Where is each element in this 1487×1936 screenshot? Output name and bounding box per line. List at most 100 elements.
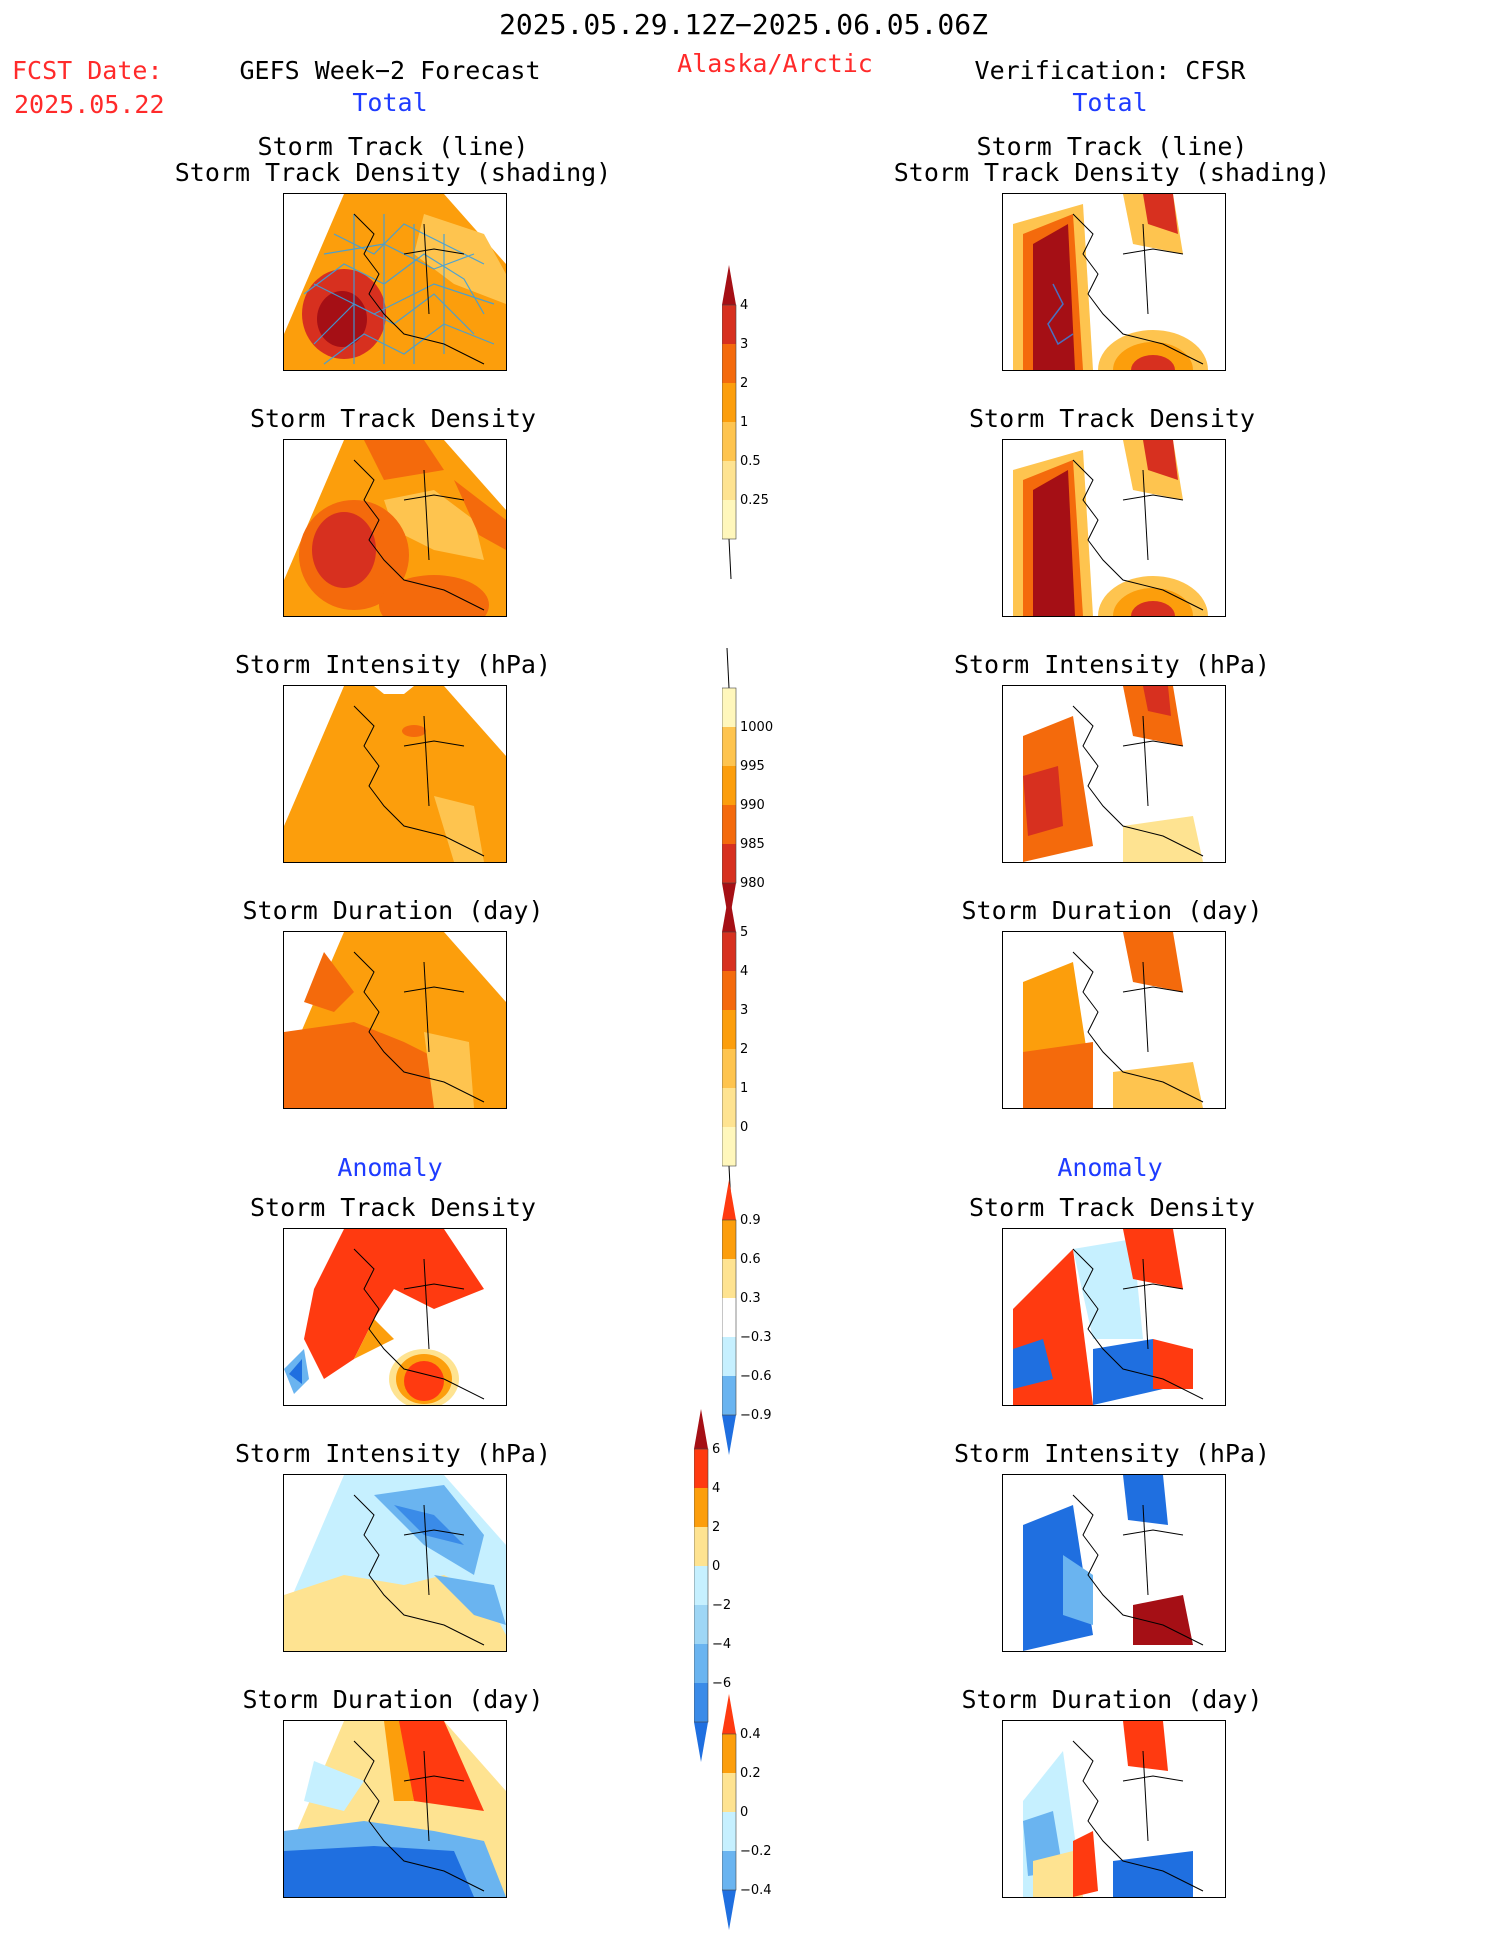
map-density-forecast [283,439,507,617]
colorbar-segment [722,971,736,1010]
colorbar-intensity-anomaly: 6 4 2 0 −2 −4 −6 [693,1409,764,1768]
colorbar-segment [722,1088,736,1127]
intensity_anom-svg: 6 4 2 0 −2 −4 −6 [693,1409,731,1762]
colorbar-bottom-arrow [694,1722,708,1762]
colorbar-tick-label: 0 [712,1559,720,1574]
density_anom-svg: 0.9 0.6 0.3 −0.3 −0.6 −0.9 [721,1180,772,1455]
colorbar-tick-label: 3 [740,337,748,352]
colorbar-tick-label: 2 [740,1042,748,1057]
colorbar-tick-label: −0.6 [740,1369,772,1384]
colorbar-tick-label: 0.6 [740,1252,761,1267]
map-anom-intensity-forecast [283,1474,507,1652]
colorbar-tick-label: 3 [740,1003,748,1018]
title-track-left-2: Storm Track Density (shading) [174,158,612,187]
colorbar-segment [694,1527,708,1566]
colorbar-segment [722,1049,736,1088]
map-intensity-verification [1002,685,1226,863]
colorbar-tick-label: −2 [712,1598,731,1613]
colorbar-segment [722,688,736,727]
colorbar-segment [722,766,736,805]
colorbar-tick-label: −6 [712,1676,731,1691]
colorbar-segment [694,1683,708,1722]
colorbar-tick-label: 990 [740,798,765,813]
colorbar-segment [722,383,736,422]
colorbar-segment [722,1220,736,1259]
map-track-forecast [283,193,507,371]
colorbar-segment [694,1605,708,1644]
colorbar-segment [694,1488,708,1527]
colorbar-duration-anomaly: 0.4 0.2 0 −0.2 −0.4 [721,1694,792,1936]
total-label-right: Total [1072,88,1148,117]
colorbar-segment [694,1566,708,1605]
colorbar-segment [694,1644,708,1683]
map-anom-duration-verification [1002,1720,1226,1898]
title-density-right: Storm Track Density [969,404,1255,433]
map-intensity-forecast [283,685,507,863]
colorbar-tick-label: −0.9 [740,1408,772,1423]
fcst-date-label: FCST Date: [12,56,163,85]
colorbar-segment [722,932,736,971]
colorbar-segment [722,500,736,539]
colorbar-tick-label: 2 [712,1520,720,1535]
region-title: Alaska/Arctic [677,49,873,78]
colorbar-segment [722,727,736,766]
title-anom-duration-right: Storm Duration (day) [961,1685,1263,1714]
colorbar-segment [722,1259,736,1298]
colorbar-tick-label: 980 [740,876,765,891]
colorbar-tick-label: 0.3 [740,1291,761,1306]
title-track-right-1: Storm Track (line) [976,132,1248,161]
colorbar-duration-total: 5 4 3 2 1 0 [721,892,792,1212]
colorbar-tick-label: 5 [740,925,748,940]
colorbar-top-tail [726,647,730,689]
colorbar-tick-label: 2 [740,376,748,391]
anomaly-label-left: Anomaly [337,1153,443,1182]
colorbar-intensity-total: 1000 995 990 985 980 [721,647,792,929]
colorbar-top-arrow [694,1409,708,1449]
duration_total-svg: 5 4 3 2 1 0 [721,892,748,1207]
colorbar-tick-label: 0.9 [740,1213,761,1228]
colorbar-segment [722,1010,736,1049]
colorbar-tick-label: 4 [740,298,748,313]
colorbar-segment [722,805,736,844]
title-anom-density-left: Storm Track Density [250,1193,536,1222]
colorbar-tick-label: 6 [712,1442,720,1457]
title-anom-duration-left: Storm Duration (day) [242,1685,544,1714]
colorbar-segment [722,1376,736,1415]
map-anom-density-verification [1002,1228,1226,1406]
colorbar-tick-label: 4 [740,964,748,979]
map-anom-duration-forecast [283,1720,507,1898]
colorbar-bottom-arrow [722,1415,736,1455]
colorbar-tick-label: −4 [712,1637,731,1652]
colorbar-tick-label: 0.25 [740,493,769,508]
duration_anom-svg: 0.4 0.2 0 −0.2 −0.4 [721,1694,772,1930]
title-anom-intensity-left: Storm Intensity (hPa) [234,1439,552,1468]
colorbar-density-total: 4 3 2 1 0.5 0.25 [721,265,792,585]
colorbar-segment [722,1337,736,1376]
total-label-left: Total [352,88,428,117]
colorbar-segment [722,305,736,344]
verification-title: Verification: CFSR [974,56,1246,85]
colorbar-tick-label: 985 [740,837,765,852]
forecast-title: GEFS Week−2 Forecast [239,56,541,85]
map-duration-verification [1002,931,1226,1109]
colorbar-tick-label: −0.2 [740,1844,772,1859]
title-duration-left: Storm Duration (day) [242,896,544,925]
density_total-svg: 4 3 2 1 0.5 0.25 [721,265,769,580]
anomaly-label-right: Anomaly [1057,1153,1163,1182]
colorbar-tick-label: 1000 [740,720,773,735]
map-anom-density-forecast [283,1228,507,1406]
colorbar-segment [722,461,736,500]
colorbar-tick-label: 0.5 [740,454,761,469]
title-track-left-1: Storm Track (line) [257,132,529,161]
colorbar-segment [722,1773,736,1812]
colorbar-tick-label: −0.3 [740,1330,772,1345]
colorbar-top-arrow [722,1694,736,1734]
title-track-right-2: Storm Track Density (shading) [893,158,1331,187]
colorbar-tick-label: 1 [740,415,748,430]
map-track-verification [1002,193,1226,371]
colorbar-segment [722,1127,736,1166]
colorbar-top-arrow [722,1180,736,1220]
colorbar-tick-label: 0.2 [740,1766,761,1781]
colorbar-segment [722,844,736,883]
title-anom-density-right: Storm Track Density [969,1193,1255,1222]
